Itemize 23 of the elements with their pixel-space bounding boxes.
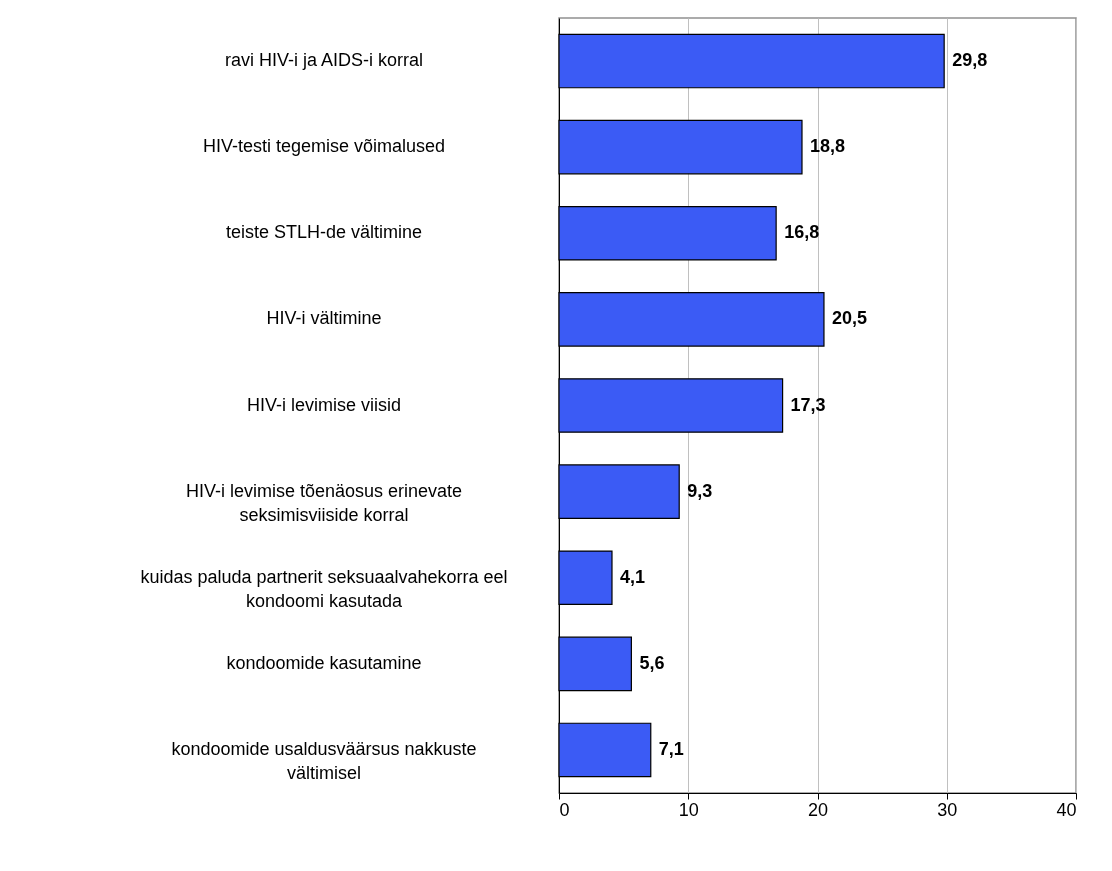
y-tick-label: kondoomide kasutamine	[226, 652, 422, 673]
data-label: 5,6	[639, 652, 665, 673]
data-label: 4,1	[619, 566, 646, 587]
y-tick-label: kondoomide usaldusväärsus nakkuste vältimisel	[171, 738, 477, 783]
y-tick-label: kuidas paluda partnerit seksuaalvahekorra eel kondoomi kasutada	[140, 566, 508, 611]
data-label: 16,8	[784, 222, 820, 243]
data-label: 9,3	[687, 480, 713, 501]
y-tick-label: teiste STLH-de vältimine	[225, 222, 423, 243]
y-tick-label: ravi HIV-i ja AIDS-i korral	[224, 50, 424, 71]
x-tick-label: 10	[678, 799, 699, 820]
data-label: 20,5	[831, 308, 868, 329]
data-label: 29,8	[952, 50, 988, 71]
data-label: 7,1	[658, 738, 684, 759]
x-tick-label: 40	[1056, 799, 1077, 820]
x-tick-label: 30	[937, 799, 958, 820]
x-tick-label: 0	[559, 799, 570, 820]
x-tick-label: 20	[807, 799, 829, 820]
y-tick-label: HIV-i levimise viisid	[246, 394, 402, 415]
y-tick-label: HIV-testi tegemise võimalused	[202, 136, 446, 157]
data-label: 17,3	[790, 394, 826, 415]
y-tick-label: HIV-i levimise tõenäosus erinevate seksimisviiside korral	[185, 480, 463, 525]
data-label: 18,8	[809, 136, 846, 157]
y-tick-label: HIV-i vältimine	[266, 308, 382, 329]
